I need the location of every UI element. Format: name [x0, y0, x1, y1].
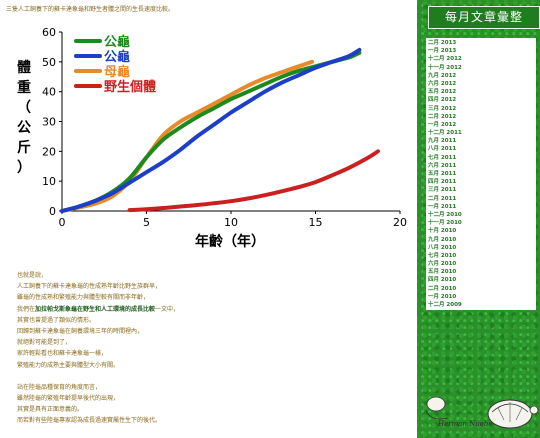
archive-month-link[interactable]: 四月 2010: [428, 277, 457, 284]
x-tick-label: 5: [143, 216, 150, 229]
legend-label: 野生個體: [104, 79, 156, 95]
archive-month-link[interactable]: 二月 2010: [428, 285, 457, 292]
archive-month-link[interactable]: 二月 2013: [428, 40, 457, 46]
archive-month-link[interactable]: 三月 2011: [428, 187, 457, 194]
chart-series: [60, 47, 380, 213]
archive-month-link[interactable]: 一月 2010: [428, 293, 457, 300]
x-axis-label: 年齡（年）: [195, 233, 265, 250]
archive-month-link[interactable]: 九月 2010: [428, 236, 457, 243]
article-line: 繁殖能力的成熟主要與體型大小有關。: [17, 361, 120, 369]
archive-month-link[interactable]: 五月 2010: [428, 269, 457, 276]
legend-label: 母龜: [104, 64, 130, 80]
archive-month-link[interactable]: 六月 2010: [428, 261, 457, 268]
article-line: 家許輕鬆看也和蘇卡達象龜一樣，: [17, 350, 108, 358]
article-line: 回歸到蘇卡達象龜在飼養環境三年的時間裡內，: [17, 328, 144, 336]
article-line: 也就是說，: [17, 272, 48, 279]
archive-month-link[interactable]: 十二月 2011: [428, 130, 462, 137]
legend-label: 公龜: [104, 49, 130, 65]
archive-month-link[interactable]: 二月 2012: [428, 113, 457, 120]
series-line: [127, 149, 380, 213]
article-text: 一文中，: [155, 305, 180, 313]
y-axis-label: 體重（公斤）: [17, 59, 31, 176]
article-line: 我們在加拉帕戈斯象龜在野生和人工環境的成長比較一文中，: [17, 304, 412, 315]
archive-month-link[interactable]: 九月 2012: [428, 72, 457, 79]
archive-month-link[interactable]: 六月 2012: [428, 80, 457, 87]
archive-month-link[interactable]: 十月 2010: [428, 228, 457, 235]
sidebar: 每月文章彙整 二月 2013 一月 2013 十二月 2012 十一月 2012 九月 …: [420, 0, 540, 438]
article-link[interactable]: 加拉帕戈斯象龜在野生和人工環境的成長比較: [35, 305, 156, 313]
article-body: 也就是說， 人工飼養下的蘇卡達象龜的性成熟年齡比野生族群早， 雖龜的性成熟和繁殖…: [17, 270, 412, 427]
x-tick-label: 0: [59, 216, 66, 229]
archive-month-link[interactable]: 十一月 2010: [428, 220, 462, 227]
archive-month-link[interactable]: 五月 2011: [428, 171, 457, 177]
archive-month-link[interactable]: 九月 2011: [428, 138, 457, 145]
archive-month-link[interactable]: 一月 2013: [428, 48, 457, 55]
legend-label: 公龜: [104, 34, 130, 50]
turtle-logo-icon: Herman Nuebe: [425, 396, 539, 429]
x-tick-label: 15: [309, 216, 323, 229]
x-tick-label: 20: [393, 216, 407, 229]
article-line: 雖然陸龜的繁殖年齡提早後代的出現，: [17, 395, 120, 403]
archive-month-link[interactable]: 三月 2012: [428, 105, 457, 112]
y-tick-label: 0: [49, 205, 56, 218]
article-line: 雖龜的性成熟和繁殖能力與體型較有關而非年齡，: [17, 294, 150, 302]
archive-month-link[interactable]: 七月 2011: [428, 154, 457, 161]
y-tick-label: 40: [42, 86, 56, 99]
main-content: 三隻人工飼養下的蘇卡達象龜和野生者體之間的生長速度比較。 0 10 20 30 40 50…: [0, 0, 417, 438]
archive-month-link[interactable]: 十二月 2012: [428, 56, 462, 63]
archive-month-link[interactable]: 四月 2012: [428, 97, 457, 104]
y-tick-label: 30: [42, 116, 56, 129]
series-line: [60, 47, 362, 213]
series-line: [60, 59, 315, 213]
archive-month-link[interactable]: 六月 2011: [428, 162, 457, 169]
sidebar-title: 每月文章彙整: [428, 6, 540, 29]
archive-month-link[interactable]: 五月 2012: [428, 89, 457, 96]
chart-axes: 0 10 20 30 40 50 60 0 5 10 15 20: [42, 26, 407, 229]
intro-text: 三隻人工飼養下的蘇卡達象龜和野生者體之間的生長速度比較。: [6, 6, 175, 13]
archive-month-link[interactable]: 一月 2011: [428, 203, 457, 210]
article-line: 站在陸龜品種保育的角度而言，: [17, 383, 102, 391]
article-line: 其實也曾提過了類似的情形。: [17, 316, 96, 324]
article-line: 而若對有些陸龜專家認為成長過速實屬性生下的後代。: [17, 417, 162, 425]
article-line: 其實是具有正面意義的。: [17, 406, 84, 414]
archive-month-link[interactable]: 八月 2011: [428, 146, 457, 153]
x-tick-label: 10: [224, 216, 238, 229]
archive-month-link[interactable]: 四月 2011: [428, 179, 457, 186]
archive-month-link[interactable]: 八月 2010: [428, 244, 457, 251]
y-tick-label: 10: [42, 175, 56, 188]
y-tick-label: 20: [42, 145, 56, 158]
archive-month-link[interactable]: 十二月 2009: [428, 302, 462, 308]
watermark-signature: Herman Nuebe: [437, 420, 493, 428]
archive-month-link[interactable]: 二月 2011: [428, 195, 457, 202]
y-tick-label: 60: [42, 26, 56, 39]
article-line: 就絕對可能是到了，: [17, 339, 72, 347]
archive-month-link[interactable]: 七月 2010: [428, 252, 457, 259]
archive-month-link[interactable]: 十二月 2010: [428, 211, 462, 218]
article-text: 我們在: [17, 305, 36, 313]
monthly-archive-list: 二月 2013 一月 2013 十二月 2012 十一月 2012 九月 2012 六月 …: [426, 38, 536, 311]
archive-month-link[interactable]: 一月 2012: [428, 121, 457, 128]
y-tick-label: 50: [42, 56, 56, 69]
archive-month-link[interactable]: 十一月 2012: [428, 64, 462, 71]
article-line: 人工飼養下的蘇卡達象龜的性成熟年齡比野生族群早，: [17, 283, 162, 291]
